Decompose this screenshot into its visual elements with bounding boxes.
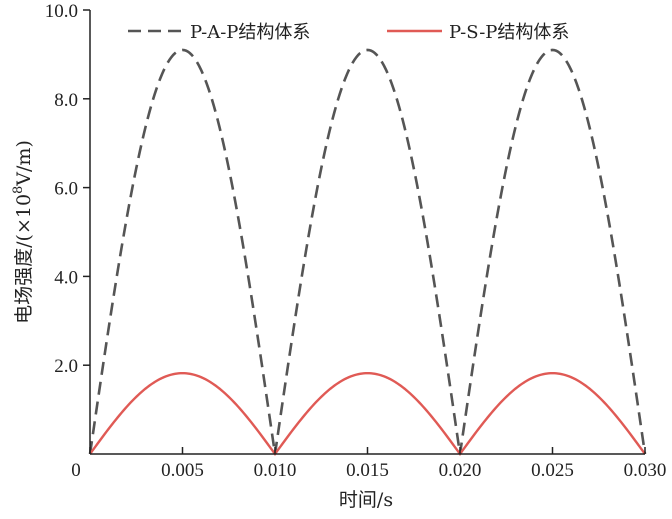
y-axis-label: 电场强度/(×108V/m) <box>11 140 35 324</box>
y-axis-label-exponent: 8 <box>11 186 26 194</box>
x-tick-label: 0.010 <box>254 460 297 481</box>
x-tick-label: 0.015 <box>346 460 389 481</box>
y-tick-label: 10.0 <box>45 1 78 22</box>
y-tick-label: 8.0 <box>54 90 78 111</box>
y-axis-label-suffix: V/m) <box>13 140 35 187</box>
y-tick-label: 4.0 <box>54 267 78 288</box>
y-axis-label-prefix: 电场强度/(×10 <box>13 194 35 324</box>
series-line-2 <box>89 371 646 457</box>
legend-label-2: P-S-P结构体系 <box>449 22 569 43</box>
series-line-1 <box>88 48 647 455</box>
x-tick-label: 0 <box>71 460 81 481</box>
x-tick-label: 0.005 <box>161 460 204 481</box>
axes: 0 0.005 0.010 0.015 0.020 0.025 0.030 2.0 4.0 6.0… <box>45 1 667 481</box>
legend: P-A-P结构体系 P-S-P结构体系 <box>128 22 569 43</box>
plot-area <box>88 48 647 457</box>
x-tick-label: 0.020 <box>439 460 482 481</box>
x-axis-label: 时间/s <box>339 489 393 511</box>
legend-label-1: P-A-P结构体系 <box>190 22 310 43</box>
y-tick-label: 2.0 <box>54 356 78 377</box>
x-tick-label: 0.030 <box>624 460 667 481</box>
y-tick-label: 6.0 <box>54 179 78 200</box>
x-tick-label: 0.025 <box>531 460 574 481</box>
